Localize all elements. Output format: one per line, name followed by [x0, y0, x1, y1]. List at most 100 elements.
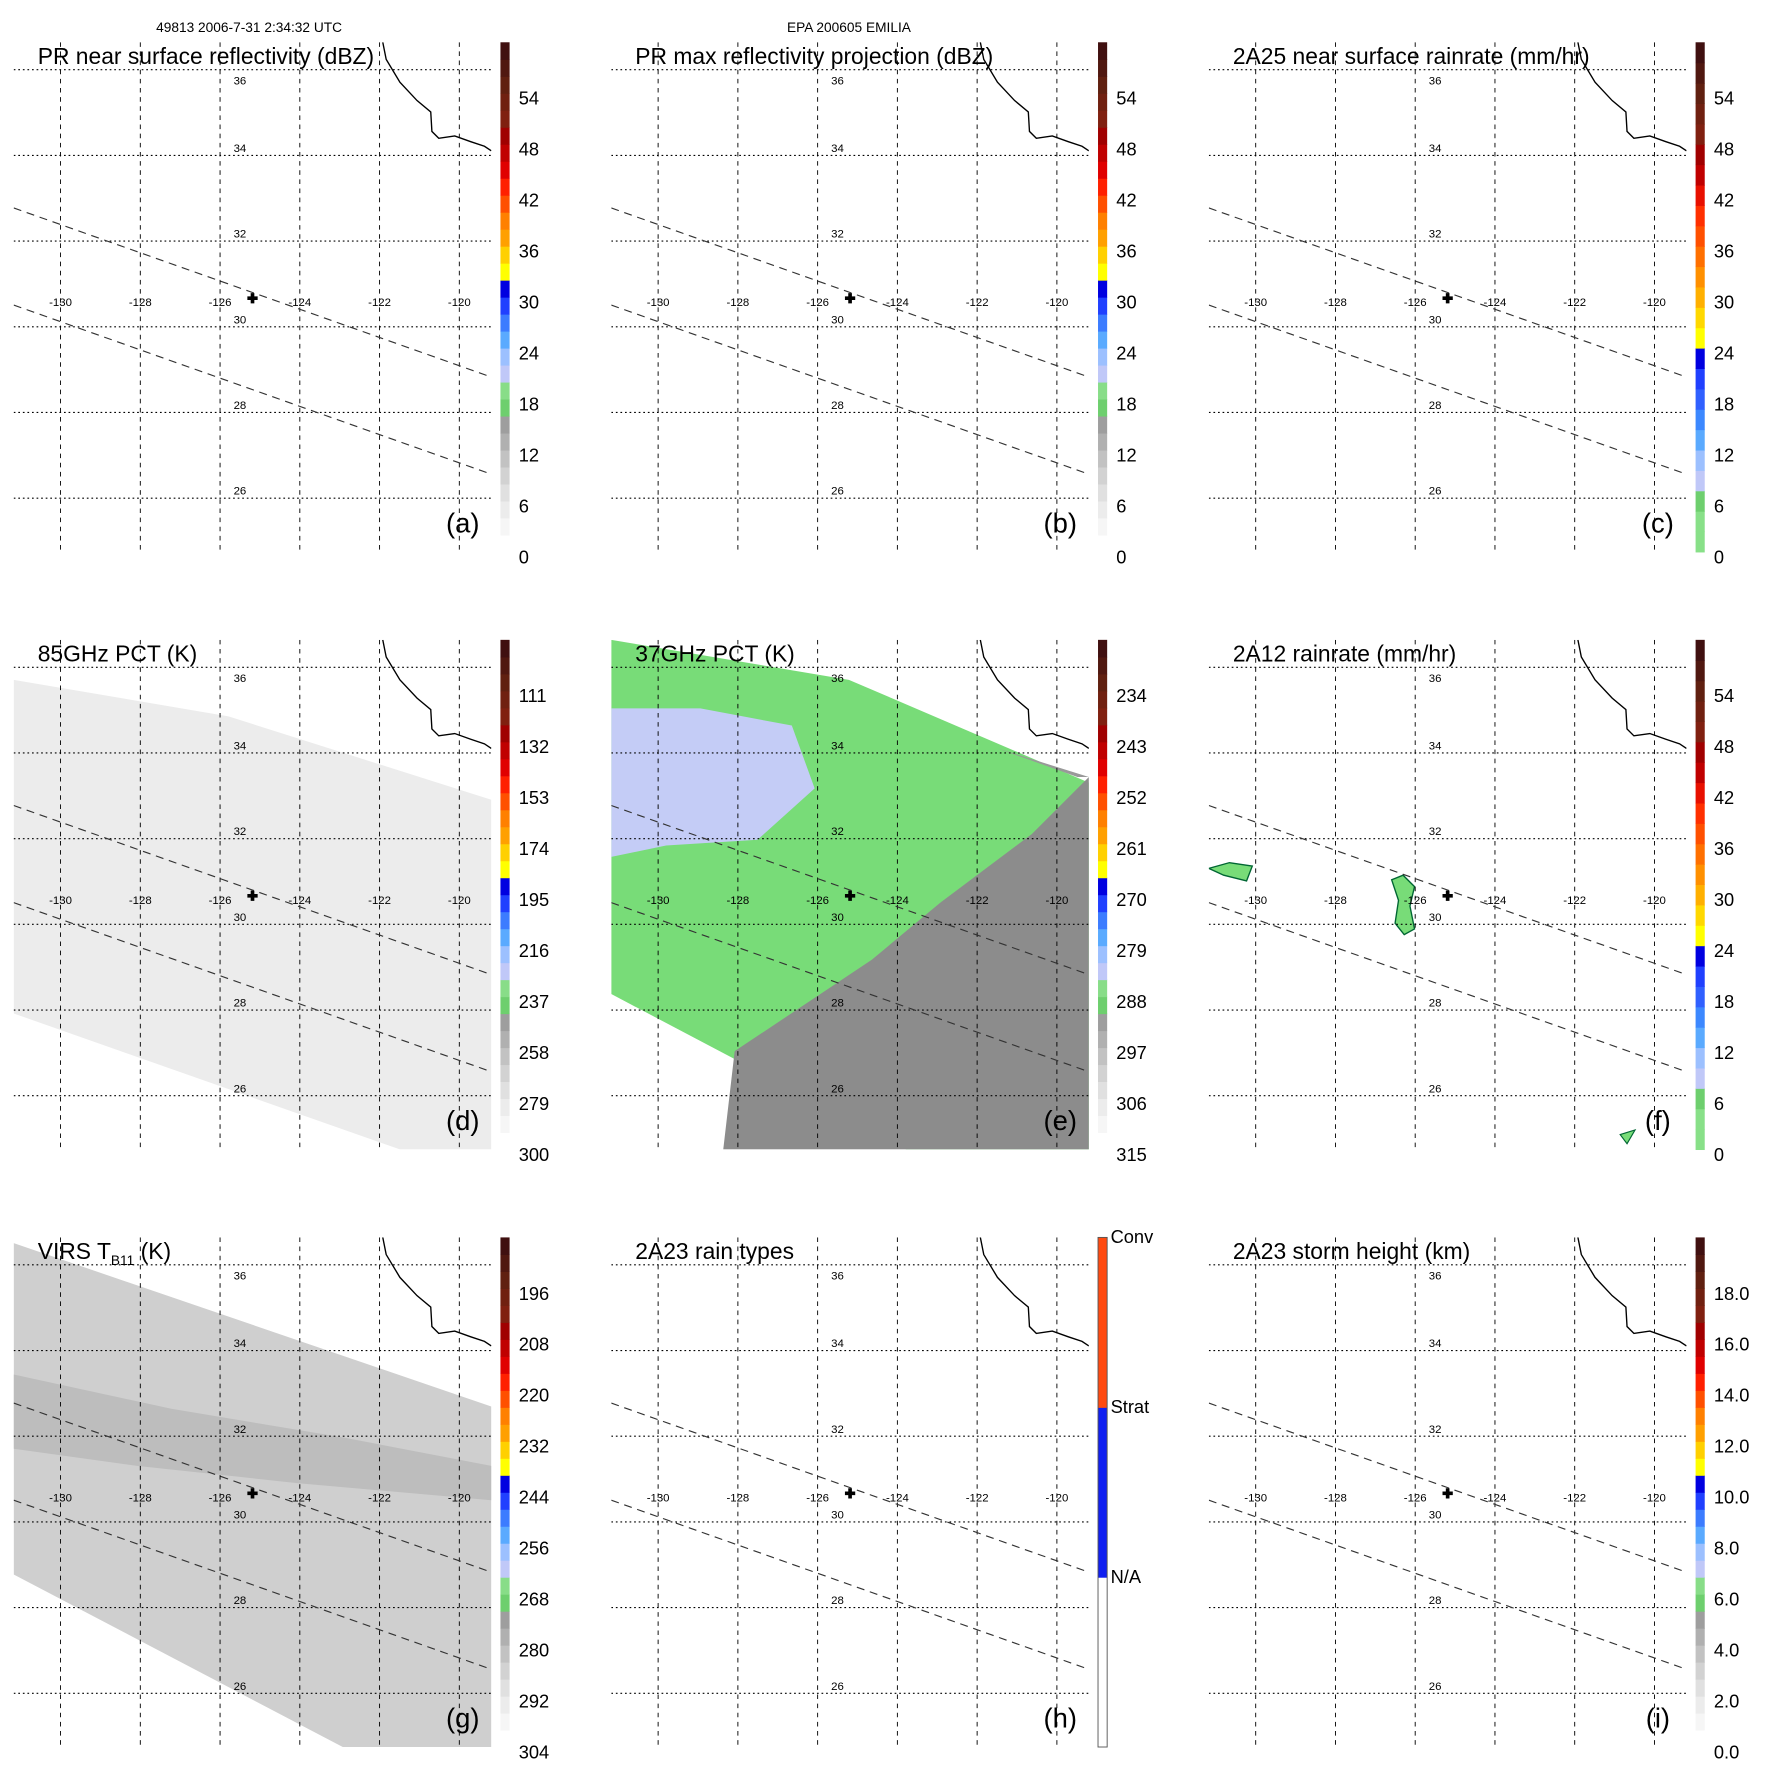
colorbar-bin	[1098, 1081, 1108, 1100]
colorbar-bin	[1098, 996, 1108, 1015]
latitude-label: 28	[1429, 1595, 1442, 1607]
colorbar-bin	[1695, 1390, 1705, 1408]
colorbar-bin	[1695, 307, 1705, 329]
colorbar-bin	[1098, 945, 1108, 964]
colorbar-bin	[1695, 925, 1705, 947]
longitude-label: -126	[209, 297, 232, 309]
colorbar-bin	[1098, 911, 1108, 930]
storm-center-cross-icon	[1442, 890, 1453, 901]
colorbar-bin	[500, 690, 510, 709]
colorbar-label: 12.0	[1714, 1436, 1750, 1457]
colorbar-bin	[1098, 860, 1108, 879]
colorbar-bin	[1098, 1407, 1108, 1578]
colorbar-bin	[1695, 429, 1705, 451]
colorbar-label: 111	[519, 685, 547, 706]
colorbar-label: 279	[519, 1093, 549, 1114]
colorbar-label: 16.0	[1714, 1334, 1750, 1355]
longitude-label: -124	[1484, 297, 1507, 309]
colorbar-bin	[1098, 331, 1108, 349]
colorbar-bin	[1695, 409, 1705, 431]
colorbar-frame	[1097, 1236, 1108, 1748]
latitude-label: 28	[831, 400, 844, 412]
colorbar-bin	[1098, 894, 1108, 913]
rain-blob	[1390, 874, 1416, 936]
rain-blob	[1208, 861, 1254, 882]
colorbar-bin	[1695, 1339, 1705, 1357]
colorbar-bin	[1695, 1305, 1705, 1323]
latitude-label: 30	[1429, 912, 1442, 924]
colorbar-bin	[1098, 517, 1108, 536]
colorbar-label: 48	[1116, 139, 1136, 160]
colorbar-label: 14.0	[1714, 1385, 1750, 1406]
panel-letter: (e)	[1044, 1105, 1078, 1136]
storm-center-cross-icon	[844, 293, 856, 304]
panel-title: 2A23 rain types	[635, 1238, 794, 1264]
colorbar-bin	[1695, 1628, 1705, 1646]
pr-swath-edge	[13, 1499, 492, 1670]
colorbar-bin	[500, 42, 510, 60]
colorbar-bin	[500, 195, 510, 213]
panel-title-text: VIRS T	[38, 1238, 111, 1264]
map-area	[13, 639, 492, 1150]
latitude-label: 28	[831, 1595, 844, 1607]
latitude-label: 34	[1429, 1338, 1442, 1350]
colorbar-bin	[1098, 314, 1108, 332]
colorbar-label: 258	[519, 1042, 549, 1063]
colorbar-bin	[500, 110, 510, 128]
colorbar-bin	[1098, 1115, 1108, 1134]
colorbar-bin	[500, 792, 510, 811]
colorbar-bin	[500, 843, 510, 862]
colorbar-bin	[1098, 534, 1108, 553]
colorbar-label: 4.0	[1714, 1640, 1739, 1661]
colorbar-bin	[500, 911, 510, 930]
colorbar-label: 0	[1116, 546, 1126, 567]
panel-title-text: PR near surface reflectivity (dBZ)	[38, 43, 374, 69]
panel-a: -130 -128 -126 -124 -122 -120 36 34 32 30 28 26 PR n…	[13, 42, 539, 567]
longitude-label: -126	[806, 895, 829, 907]
colorbar-label: 54	[1714, 88, 1734, 109]
colorbar-bin	[1098, 877, 1108, 896]
colorbar-bin	[500, 1305, 510, 1323]
colorbar-bin	[500, 415, 510, 434]
longitude-label: -130	[1244, 297, 1267, 309]
colorbar-bin	[1695, 1027, 1705, 1049]
colorbar-bin	[1695, 1067, 1705, 1089]
longitude-label: -124	[1484, 895, 1507, 907]
colorbar-bin	[500, 1322, 510, 1340]
colorbar-bin	[1098, 1577, 1108, 1748]
coastline	[382, 1237, 492, 1347]
pr-swath-edge	[1208, 1499, 1687, 1670]
latitude-label: 34	[831, 1338, 844, 1350]
colorbar-label: 24	[1116, 342, 1136, 363]
colorbar-bin	[500, 1047, 510, 1066]
latitude-label: 26	[234, 1681, 247, 1693]
colorbar-bin	[1098, 178, 1108, 196]
panel-title-text: 85GHz PCT (K)	[38, 641, 198, 667]
longitude-label: -130	[49, 1492, 72, 1504]
longitude-label: -120	[448, 1492, 471, 1504]
colorbar-label: 208	[519, 1334, 549, 1355]
colorbar-bin	[500, 1132, 510, 1151]
pr-swath-edge	[611, 207, 1089, 378]
colorbar-bin	[1695, 1526, 1705, 1544]
storm-name-label: EPA 200605 EMILIA	[787, 20, 912, 35]
colorbar-bin	[500, 59, 510, 77]
colorbar-bin	[1695, 965, 1705, 987]
colorbar-label: 306	[1116, 1093, 1146, 1114]
latitude-label: 34	[234, 1338, 247, 1350]
longitude-label: -126	[1404, 1492, 1427, 1504]
latitude-label: 28	[831, 998, 844, 1010]
longitude-label: -130	[1244, 1492, 1267, 1504]
latitude-label: 34	[831, 741, 844, 753]
longitude-label: -130	[647, 297, 670, 309]
colorbar-label: 280	[519, 1640, 549, 1661]
colorbar-bin	[1695, 1730, 1705, 1748]
colorbar-label: 237	[519, 991, 549, 1012]
colorbar-bin	[500, 1271, 510, 1289]
latitude-label: 26	[234, 1083, 247, 1095]
panel-g: -130 -128 -126 -124 -122 -120 36 34 32 30 28 26 VIRS…	[13, 1237, 549, 1762]
longitude-label: -122	[1563, 895, 1586, 907]
storm-center-cross-icon	[247, 1488, 258, 1499]
colorbar-bin	[1098, 280, 1108, 298]
latitude-label: 30	[234, 314, 247, 326]
